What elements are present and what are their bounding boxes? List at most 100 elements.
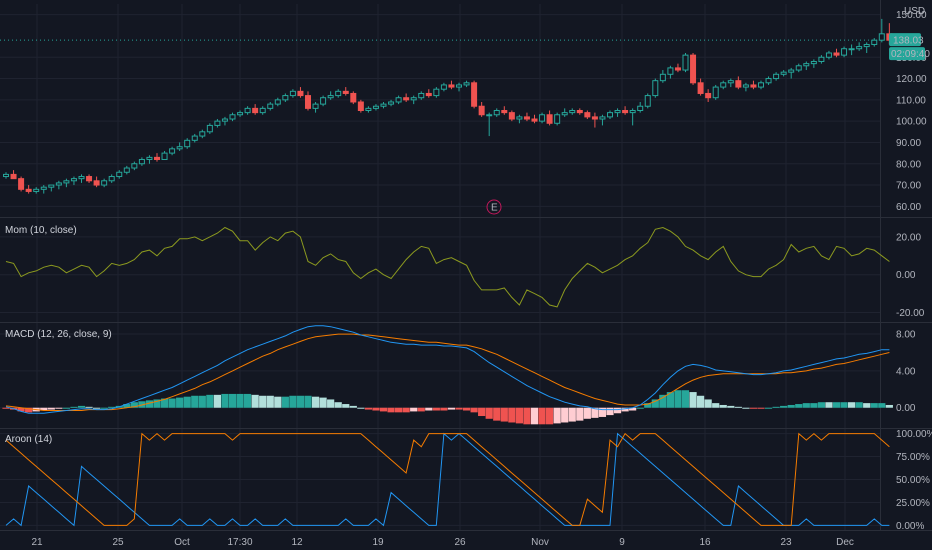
aroon-down-line: [5, 432, 890, 527]
macd-histogram-bar: [651, 399, 659, 408]
candle-body: [501, 110, 508, 114]
macd-line: [5, 325, 890, 414]
macd-histogram-bar: [319, 397, 327, 408]
macd-histogram-bar: [659, 394, 667, 408]
candle-body: [788, 69, 795, 73]
macd-histogram-bar: [17, 407, 25, 412]
macd-histogram-bar: [478, 407, 486, 417]
macd-histogram-bar: [546, 407, 554, 425]
macd-histogram-bar: [100, 407, 108, 409]
macd-histogram-bar: [281, 396, 289, 408]
momentum-line: [5, 226, 890, 308]
macd-histogram-bar: [855, 402, 863, 408]
candle-body: [825, 52, 832, 58]
momentum-pane-title: Mom (10, close): [5, 225, 77, 236]
macd-histogram-bar: [410, 407, 418, 412]
macd-histogram-bar: [727, 405, 735, 408]
candle-body: [3, 173, 9, 178]
macd-histogram-bar: [870, 403, 878, 408]
x-tick-label: 23: [780, 537, 792, 548]
candle-body: [10, 173, 17, 180]
candle-body: [161, 152, 168, 160]
macd-histogram-bar: [251, 394, 259, 408]
candle-body: [758, 82, 764, 88]
candle-body: [418, 92, 425, 99]
candle-body: [516, 116, 523, 120]
aroon-pane-title: Aroon (14): [5, 434, 52, 445]
macd-histogram-bar: [500, 407, 508, 422]
candle-body: [282, 95, 289, 101]
candle-body: [569, 110, 576, 114]
earnings-marker-icon[interactable]: [486, 199, 502, 215]
candles-group: [3, 18, 893, 194]
candle-body: [86, 176, 93, 182]
candle-body: [773, 73, 780, 80]
macd-histogram-bar: [289, 395, 297, 408]
macd-histogram-bar: [62, 407, 70, 409]
macd-histogram-bar: [772, 406, 780, 408]
candle-body: [244, 107, 251, 114]
candle-body: [871, 39, 878, 45]
aroon-y-tick-label: 0.00%: [896, 521, 924, 532]
macd-histogram-bar: [40, 407, 48, 411]
macd-y-tick-label: 8.00: [896, 330, 916, 341]
macd-histogram-bar: [447, 407, 456, 410]
macd-histogram-bar: [734, 406, 742, 408]
macd-histogram-bar: [878, 403, 886, 408]
macd-histogram-bar: [591, 407, 599, 418]
macd-histogram-bar: [160, 398, 169, 408]
candle-body: [78, 176, 85, 180]
candle-body: [584, 112, 591, 118]
macd-histogram-bar: [364, 407, 372, 410]
candle-body: [410, 97, 417, 101]
macd-histogram-bar: [311, 396, 320, 408]
candle-body: [833, 52, 840, 56]
candle-body: [720, 82, 727, 88]
x-tick-label: 17:30: [227, 537, 252, 548]
candle-body: [123, 167, 130, 173]
macd-histogram-bar: [832, 402, 841, 408]
candle-body: [206, 124, 213, 133]
candle-body: [259, 107, 266, 114]
macd-histogram-bar: [757, 407, 765, 409]
candle-body: [493, 110, 500, 116]
macd-histogram-bar: [85, 406, 93, 408]
macd-histogram-bar: [629, 407, 637, 411]
price-y-tick-label: 150.00: [896, 10, 927, 21]
candle-body: [146, 156, 153, 160]
macd-histogram-bar: [274, 396, 282, 408]
candle-body: [138, 158, 145, 165]
candle-body: [395, 97, 402, 103]
x-tick-label: 25: [112, 537, 124, 548]
candle-body: [335, 90, 342, 97]
candle-body: [546, 114, 553, 124]
macd-histogram-bar: [108, 406, 116, 408]
aroon-up-line: [5, 432, 890, 526]
macd-histogram-bar: [334, 402, 342, 408]
macd-y-tick-label: 4.00: [896, 366, 916, 377]
macd-histogram-bar: [742, 407, 750, 409]
candle-body: [93, 180, 100, 186]
macd-pane-title: MACD (12, 26, close, 9): [5, 329, 112, 340]
candle-body: [312, 103, 319, 109]
candle-body: [372, 105, 379, 109]
macd-histogram-bar: [613, 407, 622, 414]
candle-body: [55, 182, 62, 186]
candle-body: [229, 114, 236, 120]
candle-body: [154, 156, 160, 160]
macd-histogram-bar: [666, 392, 674, 408]
momentum-y-tick-label: -20.00: [896, 308, 925, 319]
macd-y-tick-label: 0.00: [896, 403, 916, 414]
candle-body: [350, 92, 357, 103]
macd-histogram-bar: [206, 394, 214, 408]
macd-histogram-bar: [198, 395, 206, 408]
candle-body: [63, 180, 70, 184]
last-price-badge: [889, 33, 921, 47]
candle-body: [425, 92, 432, 97]
macd-histogram-bar: [462, 407, 471, 411]
candle-body: [237, 112, 244, 116]
candle-body: [735, 80, 742, 88]
macd-histogram-bar: [606, 407, 614, 416]
candle-body: [810, 61, 817, 65]
